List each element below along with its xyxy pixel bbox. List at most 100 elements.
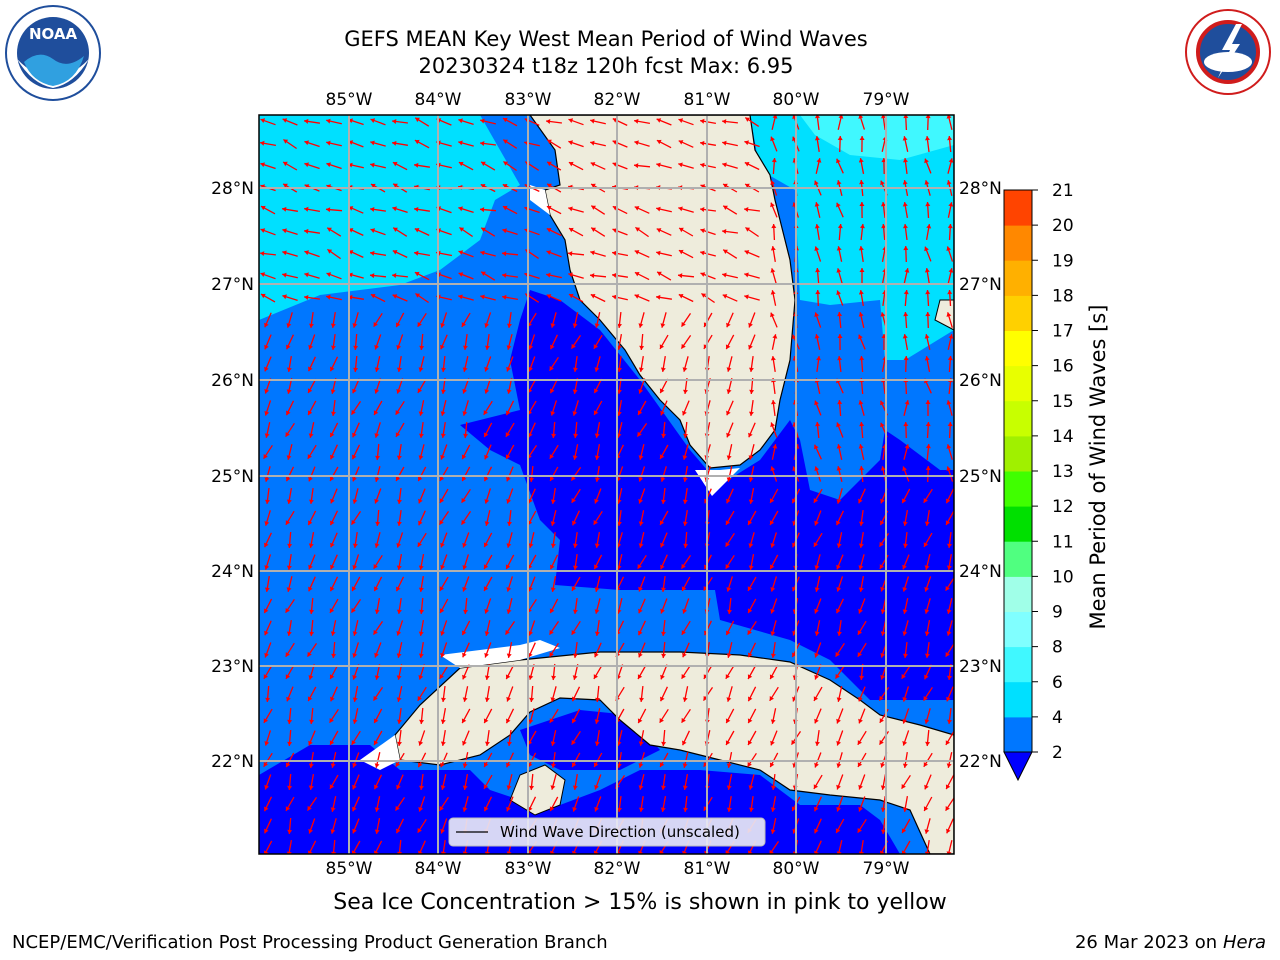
wind-arrow: [814, 642, 822, 658]
wind-arrow: [550, 730, 557, 746]
wind-arrow: [483, 796, 493, 812]
wind-arrow: [682, 730, 690, 746]
wind-arrow: [590, 227, 606, 237]
wind-arrow: [546, 161, 562, 171]
wind-arrow: [748, 334, 756, 350]
colorbar-tick-label: 14: [1052, 427, 1074, 447]
wind-arrow: [392, 294, 408, 302]
wind-arrow: [770, 818, 777, 834]
wind-arrow: [924, 576, 932, 592]
wind-arrow: [264, 356, 272, 372]
wind-arrow: [770, 136, 778, 152]
wind-arrow: [594, 729, 600, 747]
wind-arrow: [638, 576, 646, 592]
wind-arrow: [440, 444, 448, 460]
wind-arrow: [459, 226, 473, 238]
wind-arrow: [418, 730, 426, 746]
wind-arrow: [638, 774, 645, 790]
wind-arrow: [637, 554, 647, 570]
wind-arrow: [286, 487, 293, 505]
wind-arrow: [304, 272, 320, 279]
wind-arrow: [395, 312, 405, 328]
wind-arrow: [858, 598, 866, 614]
wind-arrow: [418, 356, 425, 372]
wind-arrow: [550, 774, 557, 790]
wind-arrow: [370, 162, 386, 169]
wind-arrow: [263, 444, 273, 460]
wind-arrow: [418, 796, 426, 812]
wind-arrow: [374, 840, 383, 854]
wind-arrow: [589, 273, 607, 279]
wind-arrow: [309, 312, 314, 328]
wind-arrow: [836, 202, 844, 218]
wind-arrow: [329, 356, 339, 372]
wind-arrow: [374, 422, 381, 438]
wind-arrow: [836, 774, 844, 790]
wind-arrow: [858, 157, 865, 175]
wind-arrow: [571, 620, 581, 636]
wind-arrow: [419, 422, 424, 438]
wind-arrow: [858, 334, 866, 350]
wind-arrow: [682, 465, 688, 483]
wind-arrow: [417, 818, 427, 834]
wind-arrow: [770, 356, 776, 372]
colorbar-bin: [1004, 576, 1032, 612]
wind-arrow: [528, 422, 536, 438]
wind-arrow: [902, 598, 909, 614]
wind-arrow: [946, 620, 953, 636]
wind-arrow: [903, 311, 909, 329]
lon-label-bottom: 83°W: [505, 859, 552, 879]
wind-arrow: [770, 796, 777, 812]
wind-arrow: [462, 400, 469, 416]
wind-arrow: [947, 289, 953, 307]
wind-arrow: [836, 554, 844, 570]
wind-arrow: [638, 598, 646, 614]
wind-arrow: [440, 421, 446, 439]
wind-arrow: [947, 268, 954, 284]
wind-arrow: [287, 707, 293, 725]
wind-arrow: [946, 818, 954, 834]
wind-arrow: [858, 312, 865, 328]
wind-arrow: [396, 532, 404, 548]
colorbar-tick-label: 12: [1052, 497, 1074, 517]
wind-arrow: [726, 488, 734, 504]
wind-arrow: [903, 355, 909, 373]
wind-arrow: [483, 774, 493, 790]
colorbar-bin: [1004, 330, 1032, 367]
wind-arrow: [479, 207, 497, 213]
wind-arrow: [505, 708, 515, 724]
wind-arrow: [726, 642, 733, 658]
wind-arrow: [771, 223, 777, 241]
wind-arrow: [659, 378, 669, 394]
wind-arrow: [326, 140, 342, 147]
wind-arrow: [283, 138, 297, 150]
lat-label-left: 28°N: [211, 179, 254, 199]
wind-arrow: [505, 554, 515, 570]
wind-arrow: [924, 598, 931, 614]
wind-arrow: [307, 510, 317, 526]
colorbar-bin: [1004, 541, 1032, 577]
wind-arrow: [924, 267, 930, 285]
wind-arrow: [722, 294, 738, 302]
wind-arrow: [660, 795, 667, 813]
wind-arrow: [901, 840, 911, 854]
wind-arrow: [638, 620, 646, 636]
wind-arrow: [590, 205, 606, 215]
wind-arrow: [375, 443, 381, 461]
wind-arrow: [396, 620, 404, 636]
lon-label-top: 81°W: [684, 90, 731, 110]
wind-arrow: [638, 532, 645, 548]
colorbar-tick-label: 6: [1052, 673, 1063, 693]
wind-arrow: [326, 227, 342, 237]
wind-arrow: [440, 729, 446, 747]
wind-arrow: [813, 532, 823, 548]
footer-host: Hera: [1222, 932, 1266, 953]
wind-arrow: [678, 249, 694, 259]
wind-arrow: [573, 642, 578, 658]
wind-arrow: [594, 443, 601, 461]
wind-arrow: [748, 532, 755, 548]
wind-arrow: [836, 686, 843, 702]
wind-arrow: [282, 118, 298, 126]
wind-arrow: [836, 268, 843, 284]
wind-arrow: [660, 664, 668, 680]
